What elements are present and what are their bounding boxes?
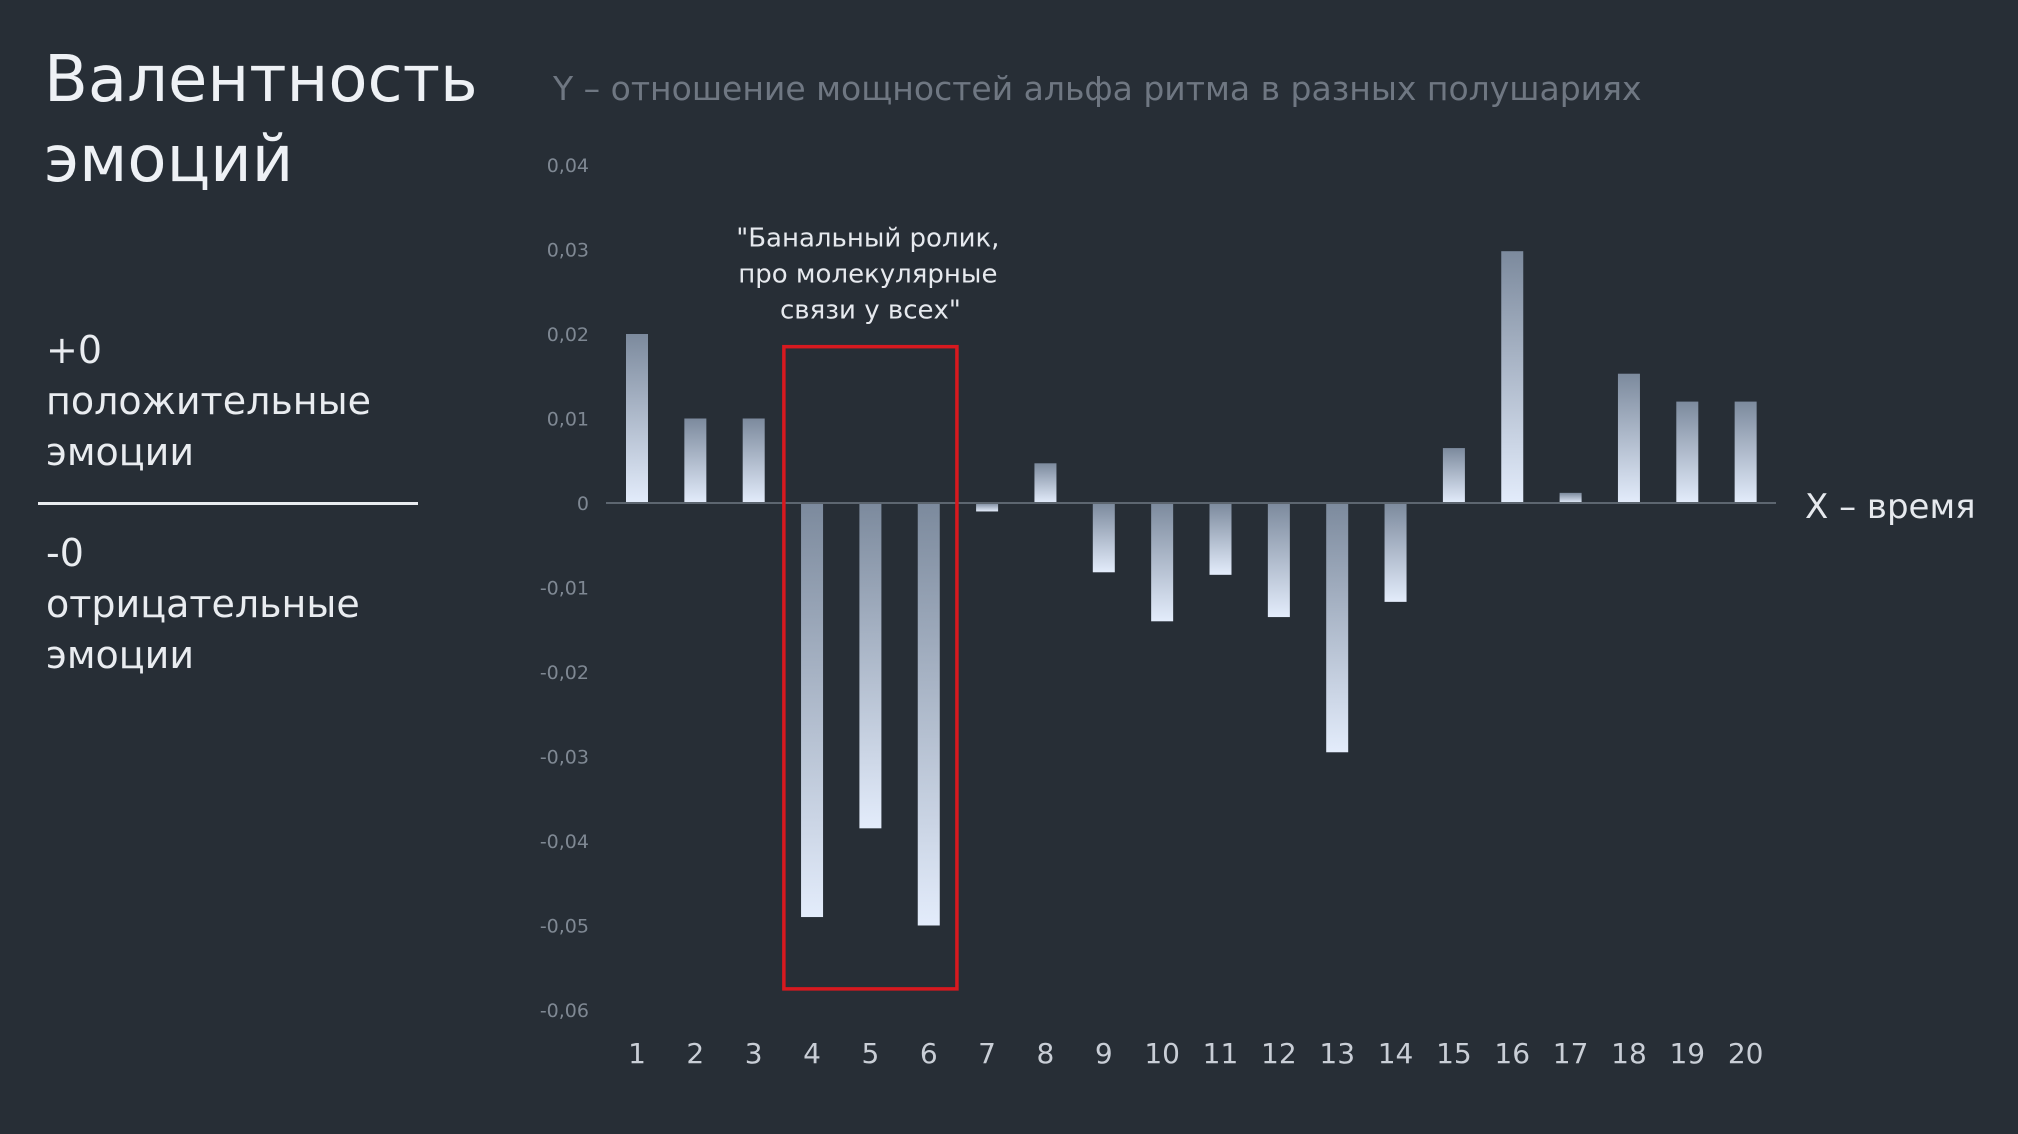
- y-axis-ticks: 0,04 0,03 0,02 0,01 0 -0,01 -0,02 -0,03 -0,04 -0,…: [540, 155, 589, 1022]
- x-tick-label: 12: [1261, 1037, 1297, 1070]
- y-tick-label: 0,01: [547, 409, 589, 431]
- page-title-line-1: Валентность: [44, 43, 478, 117]
- positive-emotions-legend: +0 положительные эмоции: [46, 325, 446, 478]
- bar-2: [684, 418, 707, 503]
- x-tick-label: 7: [978, 1037, 996, 1070]
- x-tick-label: 17: [1553, 1037, 1589, 1070]
- y-tick-label: 0,03: [547, 240, 589, 262]
- y-tick-label: 0: [577, 493, 589, 515]
- bar-9: [1092, 503, 1115, 573]
- annotation-line-2: про молекулярные: [738, 260, 997, 290]
- bar-7: [976, 503, 999, 512]
- bar-11: [1209, 503, 1232, 575]
- annotation-line-1: "Банальный ролик,: [736, 224, 999, 254]
- x-tick-label: 8: [1037, 1037, 1055, 1070]
- negative-legend-line-3: эмоции: [46, 633, 195, 677]
- bar-10: [1151, 503, 1174, 622]
- x-tick-label: 4: [803, 1037, 821, 1070]
- bar-17: [1559, 492, 1582, 503]
- y-tick-label: -0,02: [540, 662, 589, 684]
- y-tick-label: -0,05: [540, 916, 589, 938]
- x-tick-label: 1: [628, 1037, 646, 1070]
- x-tick-label: 2: [686, 1037, 704, 1070]
- x-tick-label: 14: [1378, 1037, 1414, 1070]
- bar-14: [1384, 503, 1407, 602]
- bar-16: [1501, 251, 1524, 503]
- bar-1: [626, 334, 648, 503]
- y-tick-label: -0,03: [540, 747, 589, 769]
- bar-3: [742, 418, 765, 503]
- y-tick-label: -0,01: [540, 578, 589, 600]
- negative-legend-sign: -0: [46, 531, 84, 575]
- x-tick-label: 3: [745, 1037, 763, 1070]
- annotation-line-3: связи у всех": [780, 296, 961, 326]
- bar-20: [1734, 401, 1757, 503]
- x-tick-label: 10: [1144, 1037, 1180, 1070]
- bar-15: [1442, 448, 1465, 503]
- x-tick-label: 6: [920, 1037, 938, 1070]
- x-tick-label: 5: [861, 1037, 879, 1070]
- bar-12: [1267, 503, 1290, 618]
- bar-18: [1617, 373, 1640, 503]
- bar-13: [1326, 503, 1349, 753]
- bar-19: [1676, 401, 1699, 503]
- highlight-box: [782, 344, 959, 991]
- y-tick-label: -0,06: [540, 1000, 589, 1022]
- x-tick-label: 13: [1319, 1037, 1355, 1070]
- y-axis-label: Y – отношение мощностей альфа ритма в ра…: [552, 69, 1641, 108]
- negative-emotions-legend: -0 отрицательные эмоции: [46, 528, 446, 681]
- negative-legend-line-2: отрицательные: [46, 582, 360, 626]
- positive-legend-line-2: положительные: [46, 379, 371, 423]
- bar-4: [801, 503, 824, 918]
- bar-6: [917, 503, 940, 926]
- x-axis-label: X – время: [1805, 487, 1976, 527]
- positive-legend-sign: +0: [46, 328, 103, 372]
- legend-divider: [38, 502, 418, 505]
- page-title-line-2: эмоций: [44, 123, 294, 197]
- x-axis-ticks: 1 2 3 4 5 6 7 8 9 10 11 12 13 14 15 16 17 18 19 20: [628, 1037, 1763, 1070]
- page-title: Валентность эмоций: [44, 40, 504, 200]
- bar-5: [859, 503, 882, 829]
- x-tick-label: 20: [1728, 1037, 1764, 1070]
- positive-legend-line-3: эмоции: [46, 430, 195, 474]
- x-tick-label: 15: [1436, 1037, 1472, 1070]
- y-tick-label: 0,04: [547, 155, 589, 177]
- y-tick-label: -0,04: [540, 831, 589, 853]
- x-tick-label: 19: [1669, 1037, 1705, 1070]
- bars-group: [626, 251, 1757, 926]
- x-tick-label: 16: [1494, 1037, 1530, 1070]
- bar-8: [1034, 463, 1057, 503]
- x-tick-label: 11: [1203, 1037, 1239, 1070]
- x-tick-label: 18: [1611, 1037, 1647, 1070]
- x-tick-label: 9: [1095, 1037, 1113, 1070]
- y-tick-label: 0,02: [547, 324, 589, 346]
- highlight-annotation: "Банальный ролик, про молекулярные связи…: [736, 224, 1004, 326]
